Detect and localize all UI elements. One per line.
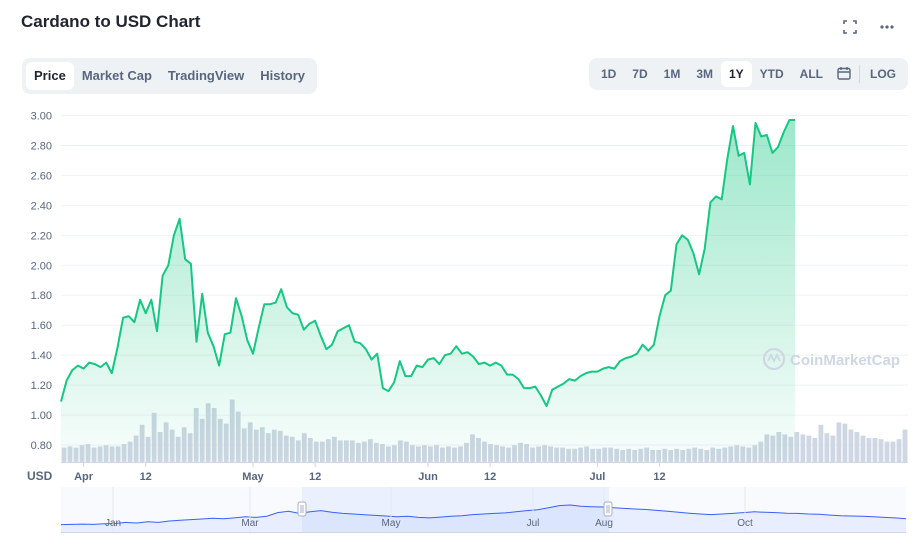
volume-bar [824,433,830,462]
navigator-handle[interactable] [297,501,307,517]
range-1y[interactable]: 1Y [720,61,752,87]
calendar-glyph [837,67,851,80]
volume-bar [896,439,902,462]
range-1m[interactable]: 1M [663,67,681,81]
tab-price[interactable]: Price [26,62,74,90]
volume-bar [806,435,812,462]
y-tick-label: 2.40 [31,200,52,212]
range-1d[interactable]: 1D [600,67,617,81]
y-tick-label: 2.80 [31,140,52,152]
navigator-tick-label: May [382,518,401,529]
x-tick-label: Apr [74,471,94,483]
volume-bar [890,441,896,462]
volume-bar [860,435,866,462]
volume-bar [902,429,908,462]
y-tick-label: 2.20 [31,230,52,242]
x-tick-label: 12 [309,471,321,483]
navigator-selected-range [302,487,609,532]
chart-view-tabs: Price Market Cap TradingView History [22,58,318,94]
volume-bar [830,435,836,462]
x-tick-label: 12 [484,471,496,483]
range-ytd[interactable]: YTD [759,67,784,81]
volume-bar [812,438,818,462]
range-3m[interactable]: 3M [696,67,713,81]
y-tick-label: 1.20 [31,380,52,392]
watermark-logo-mark [767,352,781,364]
range-divider [859,65,860,83]
volume-bar [836,422,842,462]
volume-bar [872,438,878,462]
navigator-tick-label: Jul [527,518,540,529]
y-tick-label: 1.40 [31,350,52,362]
x-tick-label: May [242,471,264,483]
y-tick-label: 3.00 [31,110,52,122]
navigator-tick-label: Oct [737,518,753,529]
navigator-area [61,505,906,532]
volume-bar [800,434,806,462]
fullscreen-icon[interactable] [841,20,859,38]
x-axis-ticks: Apr 12 May 12 Jun 12 Jul 12 [74,462,666,483]
time-range-selector: 1D 7D 1M 3M 1Y YTD ALL LOG [588,58,908,90]
y-axis-ticks: 0.80 1.00 1.20 1.40 1.60 1.80 2.00 2.20 2.40 2.60… [31,110,52,452]
navigator-tick-label: Aug [595,518,613,529]
y-tick-label: 1.60 [31,320,52,332]
range-all[interactable]: ALL [799,67,823,81]
tab-tradingview[interactable]: TradingView [167,68,245,83]
volume-bar [866,438,872,462]
y-tick-label: 0.80 [31,440,52,452]
volume-bar [878,439,884,462]
volume-bar [794,432,800,462]
navigator-handle[interactable] [603,501,613,517]
volume-bar [854,432,860,462]
price-line [60,119,796,408]
y-axis-label: USD [27,469,53,483]
x-tick-label: Jun [418,471,438,483]
range-navigator[interactable]: Jan Mar May Jul Aug Oct [60,487,907,533]
more-options-icon[interactable] [878,20,896,38]
volume-bar [884,441,890,462]
more-options-glyph [880,25,894,29]
navigator-tick-label: Mar [241,518,259,529]
watermark-logo [762,347,786,371]
x-tick-label: 12 [140,471,152,483]
y-tick-label: 2.00 [31,260,52,272]
y-tick-label: 2.60 [31,170,52,182]
fullscreen-glyph [843,20,857,34]
x-tick-label: 12 [653,471,665,483]
watermark-text: CoinMarketCap [790,352,900,369]
navigator-line [60,504,907,526]
page-title: Cardano to USD Chart [21,12,201,31]
calendar-icon[interactable] [831,61,857,87]
navigator-tick-label: Jan [105,518,121,529]
tab-market-cap[interactable]: Market Cap [81,68,152,83]
volume-bar [848,429,854,462]
volume-bar [842,423,848,462]
coinmarketcap-watermark: CoinMarketCap [762,347,900,371]
volume-bar [818,424,824,462]
log-scale-toggle[interactable]: LOG [870,67,896,81]
y-tick-label: 1.00 [31,410,52,422]
range-7d[interactable]: 7D [632,67,648,81]
x-tick-label: Jul [589,471,605,483]
tab-history[interactable]: History [260,68,306,83]
y-tick-label: 1.80 [31,290,52,302]
price-area-fill [61,120,796,460]
